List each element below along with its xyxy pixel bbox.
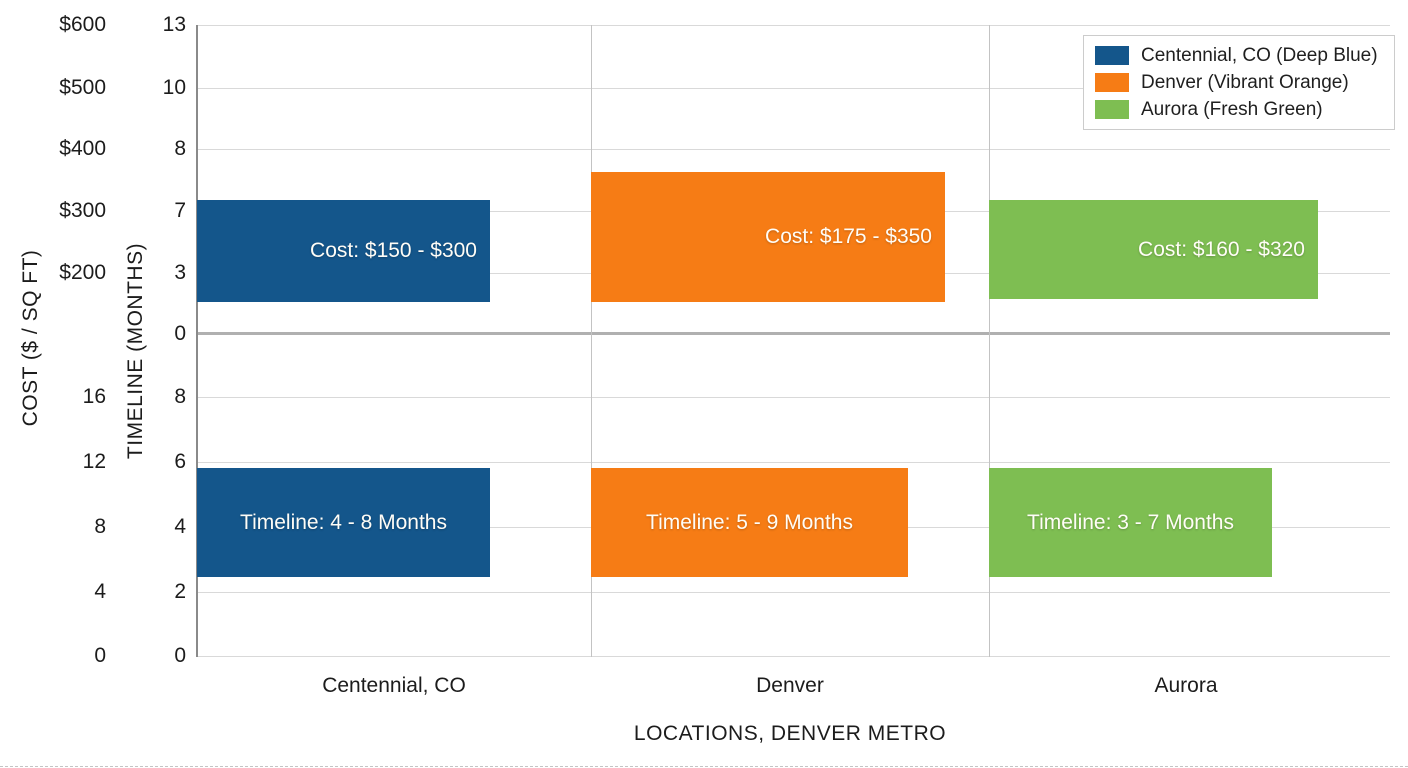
timeline-tick: 0 <box>174 644 186 667</box>
timeline-axis-title: TIMELINE (MONTHS) <box>124 242 147 460</box>
legend-swatch-green <box>1095 100 1129 119</box>
cost-bar-label: Cost: $175 - $350 <box>765 225 932 248</box>
zero-baseline <box>197 332 1390 335</box>
legend-label: Denver (Vibrant Orange) <box>1141 71 1349 93</box>
x-category-aurora: Aurora <box>1154 674 1218 697</box>
legend-item-denver: Denver (Vibrant Orange) <box>1095 70 1383 95</box>
cost-tick: $500 <box>59 76 106 99</box>
timeline-tick: 13 <box>162 13 186 36</box>
timeline-tick: 8 <box>174 137 186 160</box>
timeline-bar-denver: Timeline: 5 - 9 Months <box>591 468 908 577</box>
cost-bar-aurora: Cost: $160 - $320 <box>989 200 1318 299</box>
gridline <box>197 25 1390 26</box>
cost-tick: 0 <box>94 644 106 667</box>
timeline-tick: 4 <box>174 515 186 538</box>
timeline-tick: 6 <box>174 450 186 473</box>
timeline-bar-label: Timeline: 3 - 7 Months <box>1027 510 1234 534</box>
timeline-bar-label: Timeline: 5 - 9 Months <box>646 510 853 534</box>
gridline <box>197 149 1390 150</box>
cost-tick: 4 <box>94 580 106 603</box>
cost-bar-label: Cost: $150 - $300 <box>310 239 477 262</box>
gridline <box>197 462 1390 463</box>
timeline-tick: 0 <box>174 322 186 345</box>
timeline-bar-centennial: Timeline: 4 - 8 Months <box>197 468 490 577</box>
legend-item-aurora: Aurora (Fresh Green) <box>1095 97 1383 122</box>
cost-axis-title: COST ($ / SQ FT) <box>19 249 42 427</box>
timeline-bar-label: Timeline: 4 - 8 Months <box>240 510 447 534</box>
timeline-tick: 3 <box>174 261 186 284</box>
cost-bar-label: Cost: $160 - $320 <box>1138 237 1305 261</box>
x-category-centennial: Centennial, CO <box>322 674 466 697</box>
legend-label: Centennial, CO (Deep Blue) <box>1141 44 1378 66</box>
cost-tick: 8 <box>94 515 106 538</box>
y-axis-line <box>196 25 198 657</box>
cost-tick: $600 <box>59 13 106 36</box>
x-axis-line <box>197 656 1390 657</box>
legend-item-centennial: Centennial, CO (Deep Blue) <box>1095 43 1383 68</box>
cost-tick: 12 <box>82 450 106 473</box>
gridline <box>197 592 1390 593</box>
cost-tick: $200 <box>59 261 106 284</box>
category-separator <box>591 25 592 657</box>
timeline-bar-aurora: Timeline: 3 - 7 Months <box>989 468 1272 577</box>
gridline <box>197 397 1390 398</box>
legend-swatch-blue <box>1095 46 1129 65</box>
legend-label: Aurora (Fresh Green) <box>1141 98 1323 120</box>
timeline-tick: 10 <box>162 76 186 99</box>
x-category-denver: Denver <box>756 674 824 697</box>
timeline-tick: 2 <box>174 580 186 603</box>
timeline-tick: 7 <box>174 199 186 222</box>
x-axis-title: LOCATIONS, DENVER METRO <box>633 722 947 745</box>
legend: Centennial, CO (Deep Blue) Denver (Vibra… <box>1083 35 1395 130</box>
cost-bar-centennial: Cost: $150 - $300 <box>197 200 490 302</box>
cost-tick: $400 <box>59 137 106 160</box>
cost-tick: $300 <box>59 199 106 222</box>
gridline <box>197 88 1390 89</box>
category-separator <box>989 25 990 657</box>
cost-bar-denver: Cost: $175 - $350 <box>591 172 945 302</box>
screenshot-edge-artifact <box>0 766 1408 767</box>
cost-tick: 16 <box>82 385 106 408</box>
legend-swatch-orange <box>1095 73 1129 92</box>
timeline-tick: 8 <box>174 385 186 408</box>
